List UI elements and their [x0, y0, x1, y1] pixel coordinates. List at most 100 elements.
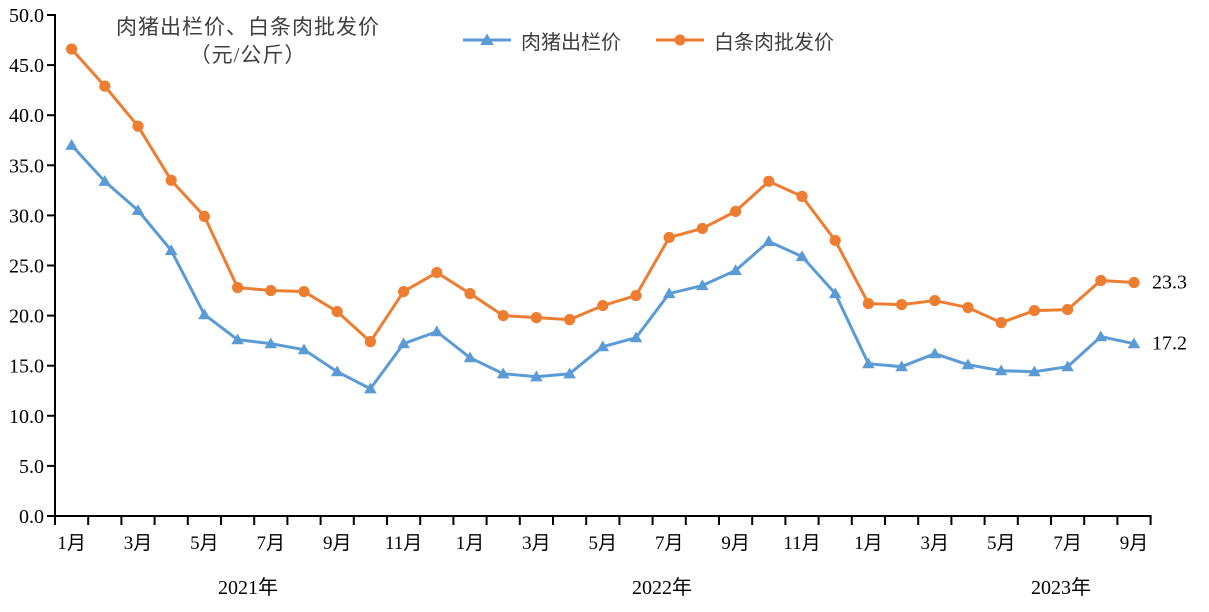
pork-price-marker — [829, 234, 841, 247]
pig-price-marker — [795, 250, 809, 262]
y-tick-label: 30.0 — [9, 205, 44, 227]
pig-price-marker — [629, 331, 643, 343]
pork-price-line — [70, 48, 1135, 344]
pork-price-marker — [962, 301, 974, 314]
x-tick-label: 11月 — [783, 533, 820, 554]
pig-price-marker — [164, 244, 178, 256]
pig-price-marker — [563, 367, 576, 379]
y-tick-label: 10.0 — [9, 406, 44, 428]
chart-title: 肉猪出栏价、白条肉批发价 （元/公斤） — [98, 13, 398, 69]
chart-title-text: 肉猪出栏价、白条肉批发价 — [116, 15, 380, 39]
legend: 肉猪出栏价 白条肉批发价 — [462, 26, 834, 55]
pork-price-marker — [597, 299, 609, 312]
pig-price-marker — [496, 367, 510, 379]
x-tick-label: 3月 — [522, 533, 551, 554]
pork-price-marker — [497, 310, 509, 322]
pig-price-marker — [397, 337, 410, 349]
x-tick-label: 9月 — [323, 533, 352, 554]
y-tick-label: 25.0 — [9, 256, 44, 278]
pig-price-marker — [994, 364, 1008, 376]
pork-price-marker — [564, 314, 576, 326]
x-tick-label: 7月 — [257, 533, 286, 554]
pig-price-marker — [330, 365, 344, 377]
pork-price-marker — [132, 120, 144, 132]
triangle-marker-icon — [480, 33, 494, 45]
pork-price-marker — [763, 175, 775, 187]
year-label: 2022年 — [632, 576, 692, 599]
x-tick-label: 7月 — [1053, 533, 1082, 554]
pork-price-marker — [265, 284, 277, 297]
y-tick-label: 0.0 — [19, 506, 44, 528]
circle-marker-icon — [674, 34, 686, 46]
pork-price-legend-swatch — [656, 34, 704, 46]
pork-price-end-label: 23.3 — [1152, 272, 1187, 294]
x-tick-label: 1月 — [57, 533, 86, 554]
pork-price-marker — [696, 222, 709, 235]
legend-label-pork-price: 白条肉批发价 — [714, 31, 834, 54]
y-tick-label: 40.0 — [9, 105, 44, 127]
pig-price-marker — [696, 279, 709, 291]
pork-price-marker — [66, 43, 78, 55]
pig-price-end-label: 17.2 — [1152, 333, 1187, 355]
pork-price-marker — [796, 190, 808, 202]
pig-price-marker — [65, 139, 78, 150]
pig-price-marker — [762, 235, 776, 247]
x-tick-label: 5月 — [190, 533, 219, 554]
pork-price-marker — [232, 281, 244, 294]
pig-price-marker — [1094, 330, 1108, 342]
year-label: 2023年 — [1031, 576, 1091, 599]
pork-price-marker — [530, 312, 543, 324]
chart-unit-label: （元/公斤） — [189, 43, 307, 67]
pig-price-marker — [895, 360, 908, 372]
pork-price-marker — [431, 266, 443, 279]
x-tick-label: 3月 — [124, 533, 153, 554]
pig-price-marker — [662, 287, 676, 299]
pig-price-marker — [862, 357, 875, 369]
pork-price-marker — [198, 210, 210, 223]
pig-price-marker — [364, 382, 377, 394]
x-tick-label: 7月 — [655, 533, 684, 554]
pork-price-marker — [929, 294, 941, 307]
pork-price-marker — [630, 289, 642, 302]
pig-price-marker — [131, 204, 145, 215]
pig-price-marker — [231, 333, 244, 345]
y-tick-label: 5.0 — [19, 456, 44, 478]
x-tick-label: 9月 — [721, 533, 750, 554]
pig-price-marker — [198, 308, 211, 320]
pork-price-marker — [165, 174, 177, 186]
pork-price-marker — [1062, 303, 1074, 316]
pork-price-marker — [896, 298, 908, 311]
pork-price-marker — [364, 336, 376, 348]
pig-price-marker — [1127, 337, 1141, 349]
y-tick-label: 20.0 — [9, 306, 44, 328]
y-tick-label: 50.0 — [9, 5, 44, 27]
y-tick-label: 45.0 — [9, 55, 44, 77]
pork-price-marker — [298, 285, 310, 298]
pork-price-marker — [1095, 274, 1107, 287]
y-tick-label: 15.0 — [9, 356, 44, 378]
x-tick-label: 1月 — [854, 533, 883, 554]
y-tick-label: 35.0 — [9, 155, 44, 177]
pig-price-marker — [530, 370, 543, 382]
pork-price-marker — [663, 231, 675, 244]
pig-price-marker — [297, 343, 311, 355]
legend-item-pork-price: 白条肉批发价 — [655, 26, 834, 55]
pork-price-marker — [99, 80, 111, 92]
x-tick-label: 9月 — [1120, 533, 1149, 554]
pork-price-marker — [730, 205, 742, 217]
pork-price-marker — [1128, 276, 1140, 289]
pork-price-marker — [1028, 304, 1040, 317]
pig-price-line — [70, 144, 1135, 391]
pig-price-legend-swatch — [463, 33, 511, 45]
pig-price-marker — [430, 325, 444, 337]
pork-price-marker — [862, 297, 875, 310]
pork-price-marker — [398, 285, 410, 298]
pig-price-marker — [596, 340, 610, 352]
pig-price-marker — [729, 264, 742, 276]
pig-price-marker — [1061, 360, 1074, 372]
pork-price-marker — [464, 287, 476, 300]
x-tick-label: 5月 — [589, 533, 618, 554]
x-tick-label: 11月 — [385, 533, 422, 554]
pig-price-marker — [98, 175, 112, 186]
